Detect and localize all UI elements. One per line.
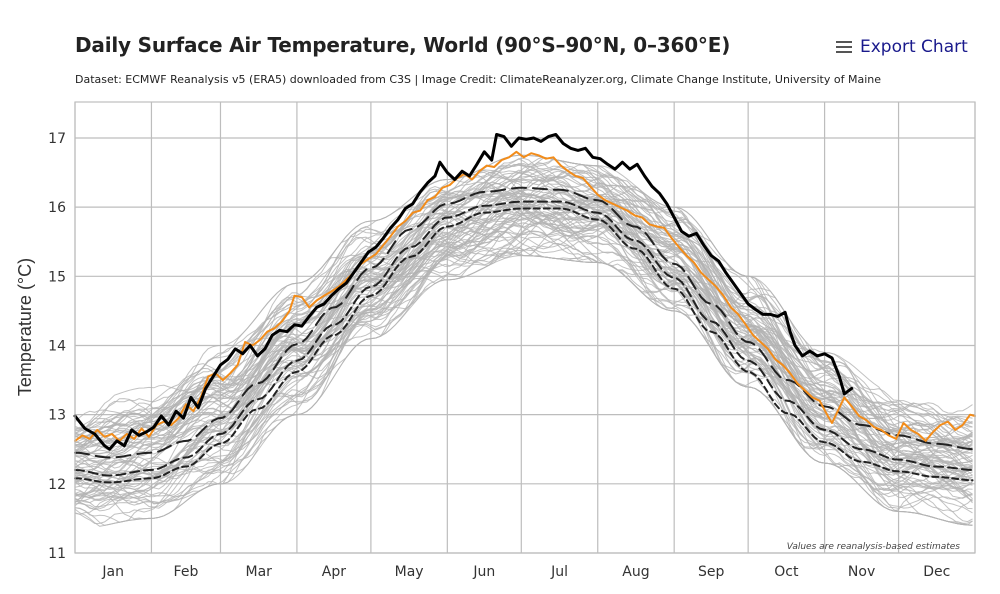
- y-axis-ticks: 11 12 13 14 15 16 17: [48, 131, 66, 562]
- historical-year-line: [74, 217, 973, 526]
- historical-year-line: [74, 158, 973, 467]
- mean-short-dash-line: [74, 207, 974, 484]
- export-chart-button[interactable]: Export Chart: [836, 37, 968, 57]
- x-tick-label: Feb: [174, 564, 199, 580]
- x-tick-label: Sep: [698, 564, 725, 580]
- x-tick-label: Jul: [550, 564, 568, 580]
- x-tick-label: Oct: [774, 564, 799, 580]
- highlight-lines: [73, 133, 976, 451]
- historical-year-line: [74, 154, 973, 449]
- x-tick-label: Dec: [923, 564, 950, 580]
- y-axis-label: Temperature (°C): [15, 258, 35, 396]
- historical-year-line: [74, 183, 973, 475]
- plot-frame: [74, 101, 976, 554]
- x-tick-label: Jun: [472, 564, 495, 580]
- x-tick-label: Aug: [622, 564, 649, 580]
- historical-year-line: [74, 226, 973, 526]
- historical-year-line: [74, 226, 973, 491]
- x-tick-label: Apr: [322, 564, 346, 580]
- x-tick-label: Nov: [848, 564, 875, 580]
- historical-year-line: [74, 212, 973, 524]
- x-tick-label: May: [395, 564, 424, 580]
- historical-year-line: [74, 210, 973, 499]
- hamburger-menu-icon: [836, 38, 852, 56]
- y-tick-label: 17: [48, 131, 66, 147]
- historical-years: [74, 154, 973, 527]
- y-tick-label: 14: [48, 338, 66, 354]
- historical-year-line: [74, 214, 973, 505]
- x-tick-label: Jan: [101, 564, 124, 580]
- y-tick-label: 11: [48, 546, 66, 562]
- y-tick-label: 16: [48, 200, 66, 216]
- historical-year-line: [74, 230, 973, 526]
- plot-border: [74, 101, 976, 554]
- historical-year-line: [74, 185, 973, 487]
- historical-year-line: [74, 181, 973, 502]
- current-year-line: [73, 133, 854, 451]
- historical-year-line: [74, 190, 973, 451]
- historical-year-line: [74, 200, 973, 500]
- y-tick-label: 12: [48, 477, 66, 493]
- historical-year-line: [74, 224, 973, 507]
- x-axis-ticks: Jan Feb Mar Apr May Jun Jul Aug Sep Oct Nov Dec: [101, 564, 950, 580]
- historical-year-line: [74, 169, 973, 480]
- historical-year-line: [74, 174, 973, 452]
- mean-medium-dash-line: [74, 200, 974, 477]
- historical-year-line: [74, 247, 973, 526]
- chart-title: Daily Surface Air Temperature, World (90…: [75, 33, 731, 57]
- historical-year-line: [74, 206, 973, 501]
- historical-year-line: [74, 169, 973, 453]
- x-tick-label: Mar: [245, 564, 272, 580]
- historical-year-line: [74, 206, 973, 490]
- historical-year-line: [74, 188, 973, 439]
- export-chart-label: Export Chart: [860, 37, 968, 57]
- historical-year-line: [74, 176, 973, 488]
- historical-year-line: [74, 169, 973, 464]
- chart-subtitle: Dataset: ECMWF Reanalysis v5 (ERA5) down…: [75, 73, 882, 86]
- historical-year-line: [74, 158, 973, 463]
- historical-year-line: [74, 201, 973, 504]
- y-tick-label: 15: [48, 269, 66, 285]
- y-tick-label: 13: [48, 408, 66, 424]
- reference-year-line: [74, 150, 976, 442]
- historical-year-line: [74, 215, 973, 489]
- annotation-note: Values are reanalysis-based estimates: [787, 542, 961, 552]
